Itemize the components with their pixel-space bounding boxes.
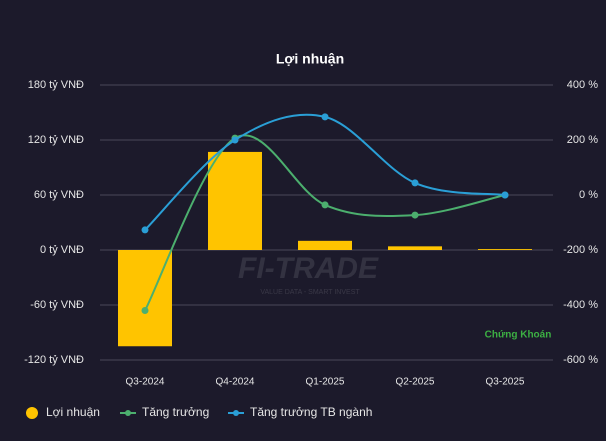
logo: Chứng Khoán: [485, 330, 552, 341]
legend-label: Lợi nhuận: [46, 405, 100, 419]
watermark-subtitle: VALUE DATA - SMART INVEST: [260, 289, 360, 296]
y2-tick-label: -200 %: [563, 244, 598, 256]
point: [411, 179, 419, 187]
bar: [208, 151, 262, 250]
y2-tick-label: -400 %: [563, 299, 598, 311]
point: [141, 307, 149, 314]
x-tick-label: Q3-2025: [486, 377, 525, 388]
y2-tick-label: 200 %: [567, 134, 598, 146]
y2-tick-label: -600 %: [563, 354, 598, 366]
point: [231, 136, 239, 144]
y-tick-label: 180 tỷ VNĐ: [28, 79, 84, 91]
legend-label: Tăng trưởng: [142, 405, 209, 419]
x-tick-label: Q3-2024: [126, 377, 165, 388]
bar: [118, 250, 172, 347]
y-tick-label: 120 tỷ VNĐ: [28, 134, 84, 146]
legend-marker: [26, 407, 38, 419]
y-tick-label: 60 tỷ VNĐ: [34, 189, 84, 201]
legend-label: Tăng trưởng TB ngành: [250, 405, 372, 419]
point: [141, 226, 149, 234]
legend-marker: [125, 410, 131, 416]
point: [321, 113, 329, 121]
watermark: FI-TRADE: [238, 252, 379, 285]
bar: [478, 249, 532, 250]
y2-tick-label: 400 %: [567, 79, 598, 91]
y-tick-label: -120 tỷ VNĐ: [24, 354, 84, 366]
y-tick-label: -60 tỷ VNĐ: [30, 299, 84, 311]
y2-tick-label: 0 %: [579, 189, 598, 201]
x-tick-label: Q2-2025: [396, 377, 435, 388]
point: [321, 201, 329, 209]
y-tick-label: 0 tỷ VNĐ: [40, 244, 84, 256]
legend-marker: [233, 410, 239, 416]
bar: [388, 246, 442, 250]
x-tick-label: Q1-2025: [306, 377, 345, 388]
bar: [298, 240, 352, 250]
chart-title: Lợi nhuận: [276, 51, 344, 67]
x-tick-label: Q4-2024: [216, 377, 255, 388]
point: [501, 191, 509, 199]
point: [411, 211, 419, 219]
line: [144, 134, 506, 311]
